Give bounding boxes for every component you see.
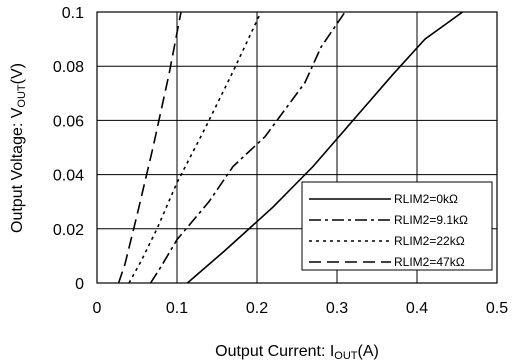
legend-items: RLIM2=0kΩ RLIM2=9.1kΩ RLIM2=22kΩ RLIM2=47kΩ bbox=[309, 192, 468, 269]
y-tick-label: 0.06 bbox=[53, 113, 84, 130]
series-line-4 bbox=[117, 11, 182, 284]
x-tick-label: 0.4 bbox=[406, 300, 428, 317]
legend-label: RLIM2=22kΩ bbox=[394, 234, 465, 248]
y-tick-label: 0.08 bbox=[53, 59, 84, 76]
legend-label: RLIM2=9.1kΩ bbox=[394, 213, 468, 227]
x-tick-label: 0.3 bbox=[326, 300, 348, 317]
y-tick-label: 0.1 bbox=[62, 5, 84, 22]
grid-lines bbox=[96, 11, 498, 284]
x-axis-title: Output Current: IOUT(A) bbox=[215, 343, 379, 362]
legend: RLIM2=0kΩ RLIM2=9.1kΩ RLIM2=22kΩ RLIM2=47kΩ bbox=[301, 181, 493, 271]
legend-box bbox=[301, 181, 493, 271]
series-line-2 bbox=[149, 11, 346, 284]
x-axis-title-main: Output Current: I bbox=[215, 343, 334, 360]
y-axis-title-unit: (V) bbox=[9, 63, 26, 84]
x-tick-label: 0.1 bbox=[166, 300, 188, 317]
y-tick-label: 0.04 bbox=[53, 168, 84, 185]
y-tick-labels: 0 0.02 0.04 0.06 0.08 0.1 bbox=[53, 5, 84, 293]
x-axis-title-unit: (A) bbox=[358, 343, 379, 360]
series-lines bbox=[117, 11, 464, 284]
y-tick-label: 0.02 bbox=[53, 222, 84, 239]
x-axis-title-sub: OUT bbox=[334, 350, 358, 362]
legend-label: RLIM2=47kΩ bbox=[394, 255, 465, 269]
y-tick-label: 0 bbox=[75, 276, 84, 293]
x-tick-label: 0.2 bbox=[246, 300, 268, 317]
x-tick-labels: 0 0.1 0.2 0.3 0.4 0.5 bbox=[93, 300, 509, 317]
plot-frame bbox=[96, 11, 498, 284]
y-axis-title-sub: OUT bbox=[16, 84, 28, 108]
legend-label: RLIM2=0kΩ bbox=[394, 192, 458, 206]
y-axis-title: Output Voltage: VOUT(V) bbox=[9, 63, 28, 233]
x-tick-label: 0 bbox=[93, 300, 102, 317]
series-line-1 bbox=[186, 11, 464, 284]
y-axis-title-main: Output Voltage: V bbox=[9, 107, 26, 233]
x-tick-label: 0.5 bbox=[486, 300, 508, 317]
